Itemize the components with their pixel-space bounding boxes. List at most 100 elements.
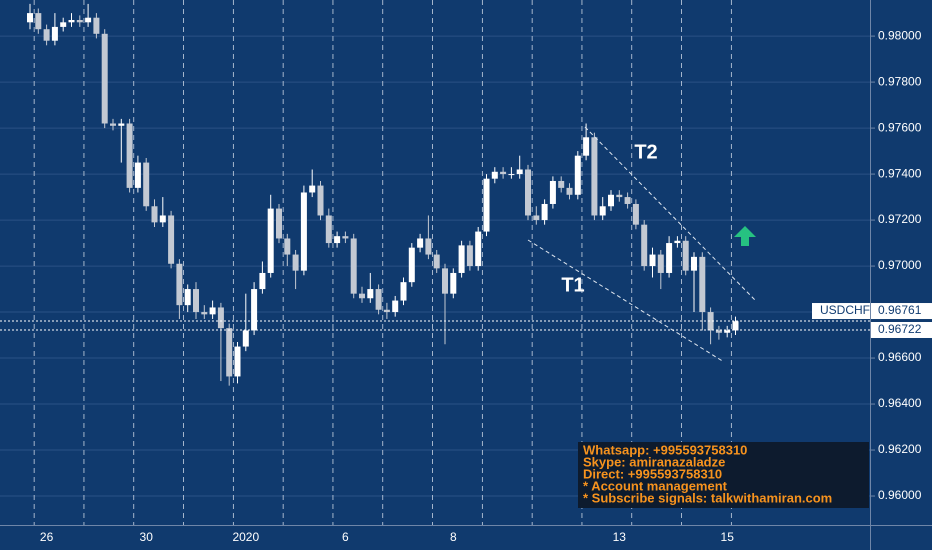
symbol-label-box — [812, 303, 870, 320]
price-label: 0.96722 — [878, 322, 922, 336]
candle-body — [134, 162, 141, 188]
candle-body — [76, 20, 83, 23]
candle-body — [591, 137, 598, 216]
y-tick-label: 0.97200 — [878, 212, 922, 226]
candle-body — [226, 328, 233, 377]
y-tick-label: 0.97400 — [878, 166, 922, 180]
x-tick-label: 2020 — [232, 530, 259, 544]
candle-body — [242, 330, 249, 347]
candle-body — [284, 238, 291, 255]
candle-body — [201, 312, 208, 315]
candle-body — [110, 123, 116, 126]
candle-body — [101, 33, 108, 124]
candle-body — [475, 231, 482, 267]
y-tick-label: 0.96200 — [878, 442, 922, 456]
candle-body — [732, 321, 739, 331]
candle-body — [608, 194, 614, 207]
candle-body — [392, 300, 399, 313]
candle-body — [632, 203, 639, 225]
x-tick-label: 15 — [721, 530, 735, 544]
trend-label: T2 — [634, 141, 657, 163]
candle-body — [51, 26, 58, 41]
candle-body — [724, 330, 731, 333]
candle-body — [383, 309, 390, 313]
candle-body — [674, 240, 681, 244]
price-label-box — [871, 321, 932, 338]
info-line: Skype: amiranazaladze — [583, 454, 725, 469]
plot-area — [0, 0, 870, 525]
price-label: 0.96761 — [878, 303, 922, 317]
trend-line-t1 — [527, 239, 725, 363]
x-tick-label: 13 — [613, 530, 627, 544]
candle-body — [558, 180, 565, 188]
candle-body — [508, 174, 515, 176]
candle-body — [624, 197, 631, 204]
candle-body — [176, 263, 183, 306]
candle-body — [433, 254, 440, 269]
candle-body — [533, 215, 540, 221]
candle-body — [184, 289, 191, 306]
info-line: * Account management — [583, 478, 728, 493]
candle-body — [27, 13, 33, 23]
candle-body — [699, 256, 706, 313]
y-tick-label: 0.97600 — [878, 120, 922, 134]
candle-body — [458, 245, 465, 273]
candle-body — [359, 293, 365, 299]
info-line: Whatsapp: +995593758310 — [583, 442, 747, 457]
info-line: Direct: +995593758310 — [583, 466, 722, 481]
candle-body — [450, 272, 457, 294]
candle-body — [234, 346, 241, 377]
candle-body — [159, 215, 166, 223]
candle-body — [317, 185, 324, 216]
trend-label: T1 — [561, 274, 584, 296]
candle-body — [715, 330, 722, 333]
x-tick-label: 6 — [342, 530, 349, 544]
y-tick-label: 0.97800 — [878, 74, 922, 88]
candle-body — [93, 17, 100, 34]
up-arrow — [734, 226, 756, 246]
y-tick-label: 0.97000 — [878, 258, 922, 272]
candle-body — [292, 254, 299, 271]
candle-body — [682, 240, 689, 271]
info-line: * Subscribe signals: talkwithamiran.com — [583, 490, 832, 505]
y-tick-label: 0.96400 — [878, 396, 922, 410]
candle-body — [35, 13, 42, 30]
candle-body — [118, 123, 125, 126]
x-tick-label: 8 — [450, 530, 457, 544]
candle-body — [583, 137, 590, 156]
candle-body — [68, 20, 75, 23]
candle-body — [267, 208, 274, 273]
candle-body — [566, 187, 573, 195]
candle-body — [491, 171, 498, 179]
candle-body — [334, 236, 341, 244]
candle-body — [342, 236, 349, 239]
candle-body — [574, 155, 581, 195]
candle-body — [217, 307, 224, 329]
y-tick-label: 0.98000 — [878, 28, 922, 42]
candle-body — [707, 312, 714, 331]
candle-body — [417, 238, 424, 248]
candle-body — [641, 224, 648, 267]
candle-body — [43, 29, 50, 41]
candle-body — [657, 254, 664, 273]
candle-body — [483, 178, 490, 232]
candle-body — [251, 289, 258, 331]
candle-body — [400, 282, 407, 301]
price-label-box — [871, 303, 932, 320]
x-tick-label: 30 — [140, 530, 154, 544]
candle-body — [300, 192, 307, 271]
candle-body — [425, 238, 432, 255]
candle-body — [168, 215, 175, 264]
candle-body — [500, 171, 507, 175]
y-tick-label: 0.96000 — [878, 488, 922, 502]
candle-body — [151, 206, 158, 223]
trend-line-t2 — [584, 126, 756, 301]
candle-body — [276, 208, 282, 239]
candle-body — [691, 256, 697, 271]
candle-body — [309, 185, 316, 193]
candle-body — [209, 307, 216, 315]
candle-body — [350, 238, 357, 294]
candle-body — [599, 206, 606, 216]
candle-body — [60, 22, 67, 27]
